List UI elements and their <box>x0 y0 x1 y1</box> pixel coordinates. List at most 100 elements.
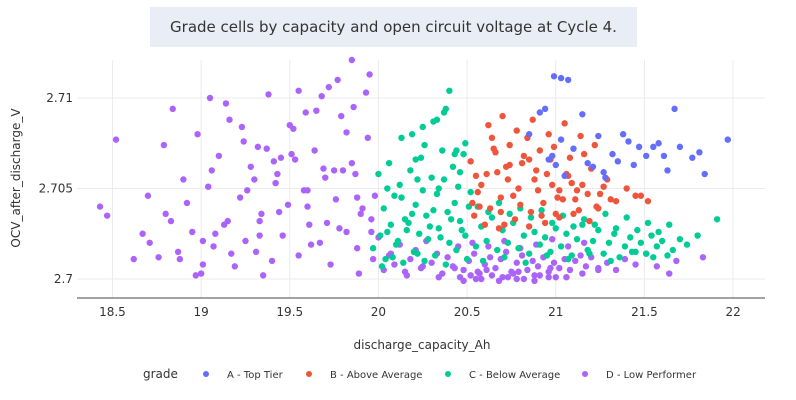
series-points <box>96 56 707 285</box>
data-point <box>311 147 318 154</box>
data-point <box>369 255 377 263</box>
data-point <box>240 138 247 145</box>
data-point <box>442 105 450 113</box>
data-point <box>502 248 510 256</box>
data-point <box>428 259 435 266</box>
data-point <box>437 234 444 241</box>
data-point <box>612 197 620 205</box>
data-point <box>396 181 403 189</box>
data-point <box>330 167 338 174</box>
data-point <box>470 250 478 257</box>
data-point <box>174 248 182 256</box>
data-point <box>478 275 485 283</box>
data-point <box>460 150 467 158</box>
data-point <box>533 167 540 174</box>
data-point <box>689 154 696 161</box>
data-point <box>435 185 442 192</box>
data-point <box>208 167 215 174</box>
data-point <box>408 131 416 138</box>
data-point <box>307 241 315 248</box>
data-point <box>327 261 334 268</box>
data-point <box>589 163 597 170</box>
data-point <box>515 268 522 275</box>
data-point <box>302 109 309 116</box>
data-point <box>596 190 604 198</box>
data-point <box>391 192 398 199</box>
data-point <box>444 208 451 216</box>
data-point <box>343 228 350 236</box>
data-point <box>609 150 616 158</box>
data-point <box>442 261 450 268</box>
data-point <box>531 272 538 279</box>
data-point <box>518 159 526 167</box>
data-point <box>655 228 662 236</box>
data-point <box>453 246 460 254</box>
data-point <box>570 210 577 218</box>
data-point <box>696 149 703 156</box>
data-point <box>377 232 384 239</box>
legend-title: grade <box>143 367 178 381</box>
data-point <box>444 254 451 261</box>
data-point <box>291 156 299 163</box>
data-point <box>488 134 496 142</box>
data-point <box>236 194 244 201</box>
data-point <box>527 208 535 216</box>
data-point <box>385 159 393 167</box>
data-point <box>426 223 434 230</box>
data-point <box>439 147 446 154</box>
data-point <box>506 210 513 218</box>
data-point <box>573 187 581 194</box>
data-point <box>554 194 561 201</box>
legend-entry-label: A - Top Tier <box>227 370 284 381</box>
data-point <box>244 187 251 194</box>
data-point <box>566 154 574 161</box>
data-point <box>637 239 645 246</box>
data-point <box>431 252 439 259</box>
data-point <box>577 132 584 140</box>
data-point <box>275 208 283 216</box>
data-point <box>458 226 465 234</box>
data-point <box>242 237 249 245</box>
data-point <box>506 141 513 149</box>
data-point <box>447 216 455 223</box>
data-point <box>419 263 426 270</box>
data-point <box>577 252 584 259</box>
data-point <box>612 266 620 274</box>
data-points <box>96 56 731 285</box>
data-point <box>527 214 535 221</box>
data-point <box>368 216 375 223</box>
data-point <box>378 263 386 270</box>
data-point <box>520 275 528 283</box>
y-tick-label: 2.705 <box>39 182 73 196</box>
data-point <box>254 143 262 151</box>
data-point <box>391 261 398 268</box>
data-point <box>451 264 458 272</box>
data-point <box>423 212 430 219</box>
data-point <box>543 252 551 259</box>
y-tick-labels: 2.7 2.705 2.71 <box>39 91 73 286</box>
data-point <box>495 225 503 232</box>
y-tick-label: 2.7 <box>54 272 73 286</box>
chart-title: Grade cells by capacity and open circuit… <box>170 18 617 36</box>
data-point <box>634 226 641 234</box>
series-points <box>525 73 731 181</box>
data-point <box>619 131 627 138</box>
data-point <box>541 234 549 241</box>
data-point <box>407 255 414 263</box>
data-point <box>499 112 506 120</box>
data-point <box>433 116 441 123</box>
data-point <box>502 163 510 170</box>
data-point <box>525 250 533 257</box>
data-point <box>485 121 492 129</box>
data-point <box>486 205 494 212</box>
data-point <box>320 165 327 172</box>
data-point <box>103 212 111 219</box>
data-point <box>306 221 313 228</box>
data-point <box>417 154 425 161</box>
data-point <box>398 194 405 201</box>
data-point <box>538 212 545 219</box>
data-point <box>251 176 258 183</box>
data-point <box>462 140 469 147</box>
data-point <box>224 217 231 225</box>
data-point <box>332 196 340 203</box>
